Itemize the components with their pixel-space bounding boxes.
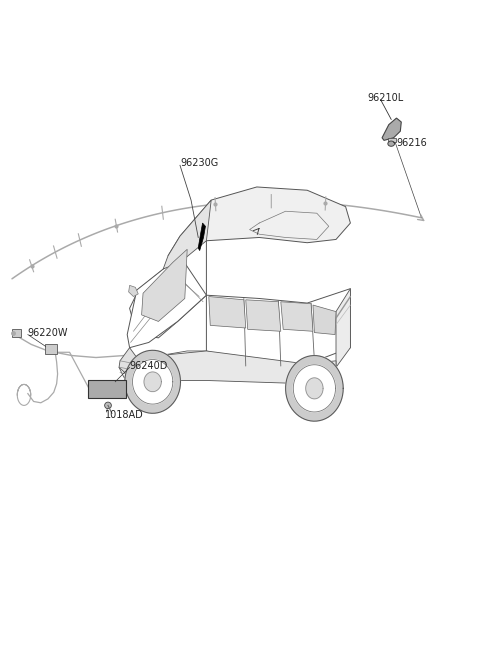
- Polygon shape: [198, 223, 205, 251]
- Text: 96230G: 96230G: [180, 157, 218, 168]
- Text: 96210L: 96210L: [367, 93, 404, 104]
- Polygon shape: [336, 289, 350, 367]
- FancyBboxPatch shape: [45, 344, 57, 354]
- Polygon shape: [144, 372, 161, 392]
- Polygon shape: [313, 305, 336, 335]
- Polygon shape: [130, 351, 336, 384]
- Text: 1018AD: 1018AD: [105, 409, 144, 420]
- Text: 96240D: 96240D: [130, 361, 168, 371]
- Polygon shape: [132, 359, 173, 404]
- Polygon shape: [130, 241, 206, 338]
- Polygon shape: [293, 365, 336, 412]
- Polygon shape: [246, 300, 281, 331]
- Ellipse shape: [388, 141, 395, 146]
- Polygon shape: [206, 289, 350, 367]
- Polygon shape: [286, 356, 343, 421]
- Polygon shape: [127, 256, 206, 348]
- Polygon shape: [306, 378, 323, 399]
- FancyBboxPatch shape: [12, 329, 21, 337]
- Polygon shape: [382, 118, 401, 140]
- Polygon shape: [388, 138, 396, 142]
- Polygon shape: [281, 302, 313, 331]
- Polygon shape: [129, 285, 138, 297]
- FancyBboxPatch shape: [88, 380, 126, 398]
- Ellipse shape: [105, 402, 111, 409]
- Text: 96220W: 96220W: [28, 328, 68, 338]
- Polygon shape: [163, 200, 211, 269]
- Polygon shape: [142, 249, 187, 321]
- Text: 96216: 96216: [396, 138, 427, 148]
- Polygon shape: [125, 350, 180, 413]
- Polygon shape: [209, 297, 246, 328]
- Polygon shape: [168, 187, 350, 256]
- Polygon shape: [119, 348, 137, 373]
- Polygon shape: [119, 351, 206, 382]
